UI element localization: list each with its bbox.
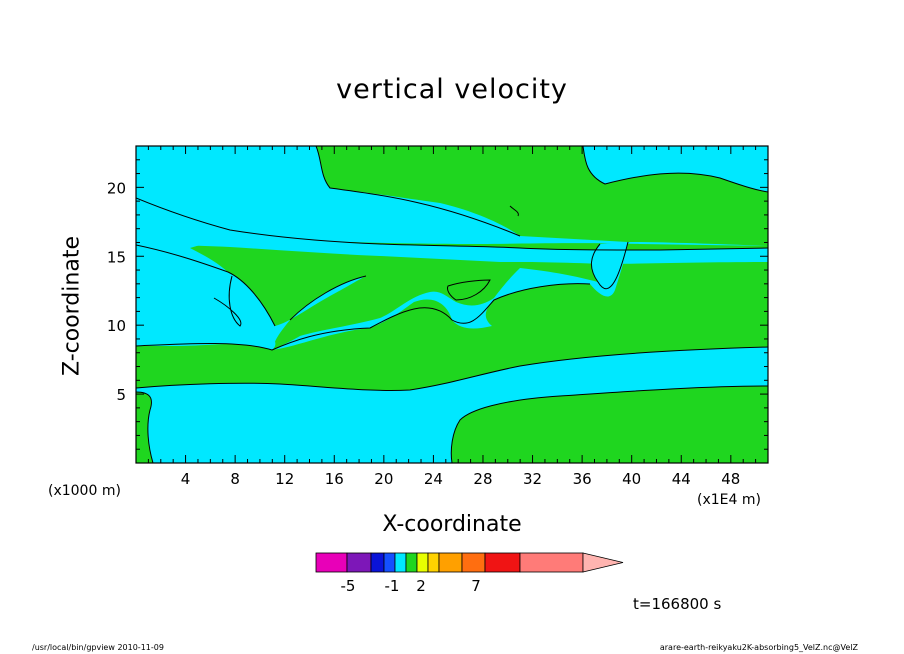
x-axis-label-text: X-coordinate (382, 512, 522, 537)
colorbar-label-3: 7 (471, 577, 481, 595)
colorbar-swatch-8 (438, 552, 463, 573)
x-unit-left: (x1000 m) (48, 483, 121, 499)
negative-band-bottom (136, 347, 768, 463)
x-tick-label-6: 28 (473, 470, 492, 488)
x-tick-label-4: 20 (374, 470, 393, 488)
x-tick-label-0: 4 (181, 470, 191, 488)
y-axis-label: Z-coordinate (59, 236, 85, 376)
colorbar-swatch-7 (427, 552, 440, 573)
plot-frame (135, 145, 769, 464)
negative-tongue (136, 245, 366, 350)
x-tick-label-2: 12 (275, 470, 294, 488)
colorbar-swatch-11 (519, 552, 584, 573)
negative-lobe (272, 242, 628, 350)
colorbar-swatch-6 (416, 552, 429, 573)
y-tick-label-2: 15 (107, 248, 126, 266)
chart-title: vertical velocity (336, 74, 568, 105)
contour-field (136, 146, 768, 463)
footer-right: arare-earth-reikyaku2K-absorbing5_VelZ.n… (659, 643, 858, 652)
x-tick-label-10: 44 (672, 470, 691, 488)
x-tick-label-9: 40 (622, 470, 641, 488)
colorbar-extend-arrow (582, 552, 624, 573)
negative-plume-center (136, 146, 768, 350)
x-tick-label-7: 32 (523, 470, 542, 488)
x-unit-right: (x1E4 m) (697, 492, 761, 508)
colorbar: -5 -1 2 7 (315, 552, 624, 595)
colorbar-label-2: 2 (416, 577, 426, 595)
y-tick-label-1: 10 (107, 317, 126, 335)
colorbar-swatch-10 (484, 552, 521, 573)
negative-band-upper-mid (136, 198, 768, 264)
colorbar-swatch-2 (370, 552, 385, 573)
x-tick-label-11: 48 (721, 470, 740, 488)
x-tick-label-1: 8 (230, 470, 240, 488)
colorbar-label-1: -1 (385, 577, 400, 595)
contour-lines (136, 146, 768, 463)
colorbar-swatch-5 (405, 552, 418, 573)
colorbar-swatch-9 (461, 552, 486, 573)
colorbar-swatch-4 (394, 552, 407, 573)
x-tick-label-3: 16 (325, 470, 344, 488)
x-tick-label-5: 24 (424, 470, 443, 488)
colorbar-swatch-0 (315, 552, 348, 573)
colorbar-swatch-1 (346, 552, 372, 573)
x-axis: 4 8 12 16 20 24 28 32 36 40 44 48 (147, 146, 757, 488)
x-tick-label-8: 36 (573, 470, 592, 488)
y-axis: 5 10 15 20 (107, 159, 768, 450)
y-tick-label-3: 20 (107, 179, 126, 197)
time-readout: t=166800 s (633, 595, 722, 613)
colorbar-label-0: -5 (341, 577, 356, 595)
colorbar-swatch-3 (383, 552, 396, 573)
x-axis-label: X-coordinate (0, 512, 904, 537)
footer-left: /usr/local/bin/gpview 2010-11-09 (32, 643, 164, 652)
y-tick-label-0: 5 (116, 386, 126, 404)
